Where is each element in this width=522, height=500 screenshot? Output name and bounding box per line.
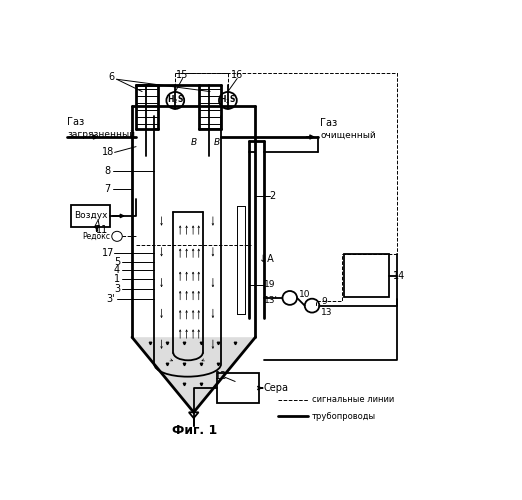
- Text: 13': 13': [264, 296, 278, 304]
- Text: сигнальные линии: сигнальные линии: [312, 395, 394, 404]
- Text: 15: 15: [176, 70, 189, 81]
- Text: загрязненный: загрязненный: [67, 130, 135, 139]
- Text: Редокс: Редокс: [82, 232, 110, 241]
- Text: 10: 10: [299, 290, 310, 298]
- Text: Воздух: Воздух: [74, 212, 108, 220]
- Text: 6: 6: [109, 72, 115, 83]
- Text: 14: 14: [393, 270, 405, 280]
- Text: Фиг. 1: Фиг. 1: [172, 424, 217, 436]
- Text: В: В: [213, 138, 220, 147]
- Text: 18: 18: [102, 148, 114, 158]
- Text: 3: 3: [114, 284, 120, 294]
- Text: H$_2$S: H$_2$S: [167, 94, 184, 106]
- Text: H$_2$S: H$_2$S: [219, 94, 236, 106]
- Text: Газ: Газ: [320, 118, 337, 128]
- Polygon shape: [132, 337, 255, 412]
- Text: 17: 17: [102, 248, 114, 258]
- Text: ↓A: ↓A: [259, 254, 274, 264]
- Text: 5: 5: [114, 256, 120, 266]
- Text: 19: 19: [264, 280, 276, 288]
- Text: Газ: Газ: [67, 118, 85, 128]
- Text: A: A: [93, 220, 100, 230]
- Text: 13: 13: [321, 308, 333, 317]
- Text: 9: 9: [321, 298, 327, 306]
- Text: 16: 16: [231, 70, 243, 81]
- Text: 2: 2: [269, 190, 276, 200]
- Text: Сера: Сера: [264, 383, 289, 393]
- Text: 1: 1: [114, 274, 120, 283]
- Text: 8: 8: [105, 166, 111, 176]
- Text: В: В: [191, 138, 197, 147]
- Text: трубопроводы: трубопроводы: [312, 412, 376, 420]
- Text: 12: 12: [215, 370, 227, 380]
- Text: 7: 7: [104, 184, 111, 194]
- Text: очищенный: очищенный: [320, 131, 376, 140]
- Text: 11: 11: [96, 225, 108, 235]
- Text: 3': 3': [106, 294, 115, 304]
- Text: 4: 4: [114, 265, 120, 275]
